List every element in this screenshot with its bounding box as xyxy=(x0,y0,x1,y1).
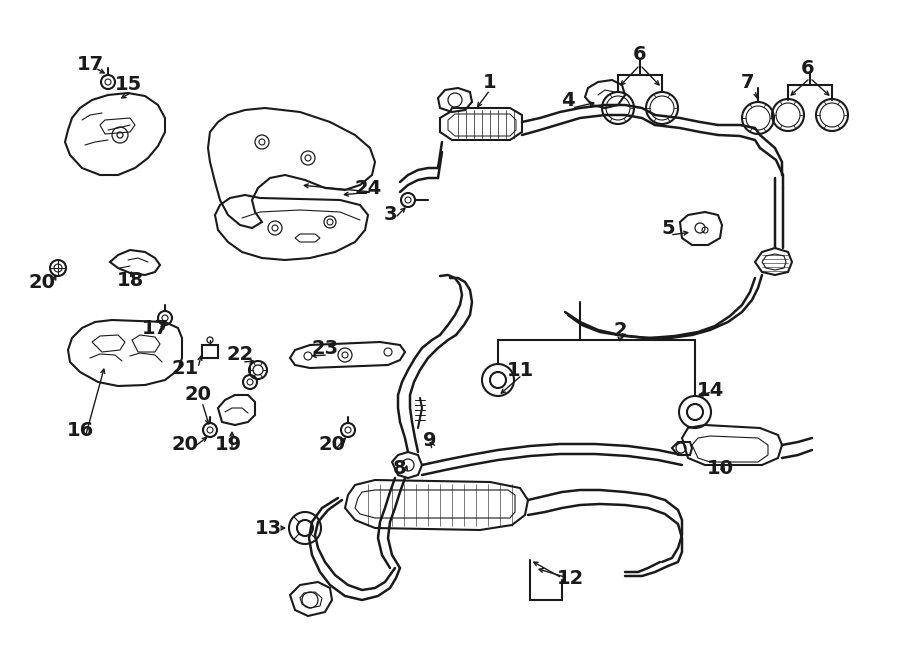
Text: 17: 17 xyxy=(141,319,168,338)
Text: 20: 20 xyxy=(172,436,199,455)
Text: 7: 7 xyxy=(742,73,755,91)
Text: 24: 24 xyxy=(355,178,382,198)
Text: 10: 10 xyxy=(706,459,733,477)
Text: 6: 6 xyxy=(801,59,814,77)
Text: 20: 20 xyxy=(319,436,346,455)
Text: 4: 4 xyxy=(562,91,575,110)
Text: 16: 16 xyxy=(67,420,94,440)
Text: 17: 17 xyxy=(76,56,104,75)
Text: 18: 18 xyxy=(116,270,144,290)
Text: 15: 15 xyxy=(114,75,141,95)
Text: 21: 21 xyxy=(171,358,199,377)
Text: 12: 12 xyxy=(556,568,583,588)
Text: 23: 23 xyxy=(311,338,338,358)
Text: 22: 22 xyxy=(227,346,254,364)
Text: 8: 8 xyxy=(393,459,407,477)
Text: 2: 2 xyxy=(613,321,626,340)
Text: 13: 13 xyxy=(255,518,282,537)
Text: 3: 3 xyxy=(383,206,397,225)
Text: 20: 20 xyxy=(184,385,212,405)
Text: 20: 20 xyxy=(29,272,56,292)
Text: 5: 5 xyxy=(662,219,675,237)
Text: 9: 9 xyxy=(423,430,436,449)
Text: 14: 14 xyxy=(697,381,724,399)
Text: 6: 6 xyxy=(634,46,647,65)
Text: 19: 19 xyxy=(214,436,241,455)
Text: 11: 11 xyxy=(507,360,534,379)
Text: 1: 1 xyxy=(483,73,497,91)
